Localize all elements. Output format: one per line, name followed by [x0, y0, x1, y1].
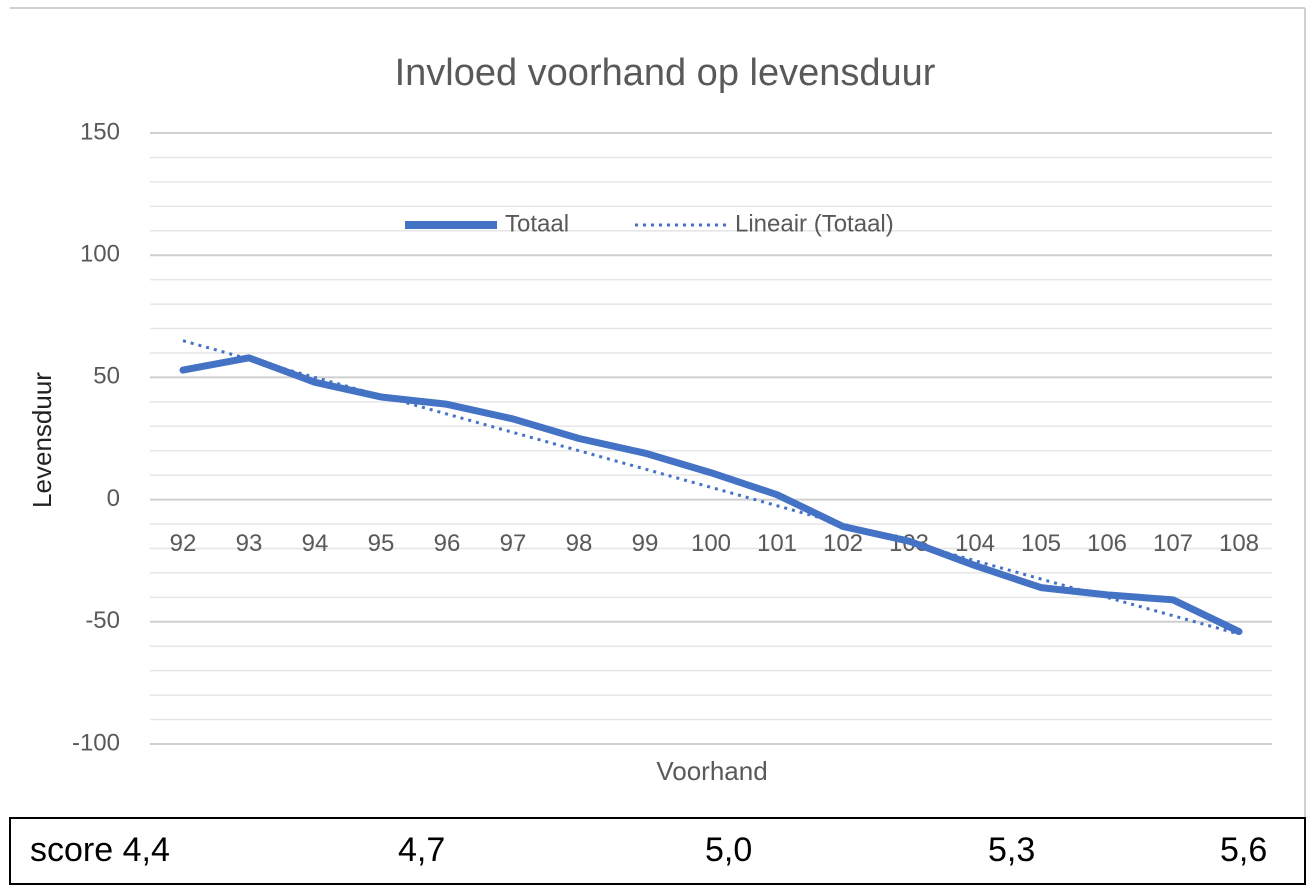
x-tick-label: 107: [1153, 530, 1193, 557]
x-tick-label: 97: [500, 530, 527, 557]
score-cell: 5,3: [988, 831, 1035, 869]
x-tick-label: 102: [823, 530, 863, 557]
x-tick-label: 106: [1087, 530, 1127, 557]
y-tick-label: 100: [80, 241, 120, 268]
x-tick-label: 98: [566, 530, 593, 557]
x-tick-label: 94: [302, 530, 329, 557]
x-tick-label: 100: [691, 530, 731, 557]
legend-label: Lineair (Totaal): [735, 210, 894, 237]
y-tick-label: 150: [80, 118, 120, 145]
x-tick-label: 92: [170, 530, 197, 557]
y-tick-label: -100: [72, 729, 120, 756]
y-tick-label: 50: [93, 363, 120, 390]
x-axis-label: Voorhand: [656, 756, 767, 786]
x-tick-label: 105: [1021, 530, 1061, 557]
score-box: [9, 817, 1306, 885]
x-tick-label: 99: [632, 530, 659, 557]
score-cell: 4,7: [398, 831, 445, 869]
x-tick-label: 108: [1219, 530, 1259, 557]
y-tick-label: 0: [107, 485, 120, 512]
x-tick-label: 96: [434, 530, 461, 557]
score-cell: 5,0: [705, 831, 752, 869]
y-tick-label: -50: [85, 607, 120, 634]
x-tick-label: 101: [757, 530, 797, 557]
score-cell: 5,6: [1220, 831, 1267, 869]
x-tick-label: 104: [955, 530, 995, 557]
x-tick-label: 95: [368, 530, 395, 557]
data-line: [179, 354, 1243, 636]
x-tick-label: 93: [236, 530, 263, 557]
trend-line: [182, 339, 1240, 636]
y-axis-label: Levensduur: [27, 372, 57, 508]
chart-title: Invloed voorhand op levensduur: [395, 52, 936, 94]
score-cell: score 4,4: [30, 831, 170, 869]
legend-label: Totaal: [505, 210, 569, 237]
